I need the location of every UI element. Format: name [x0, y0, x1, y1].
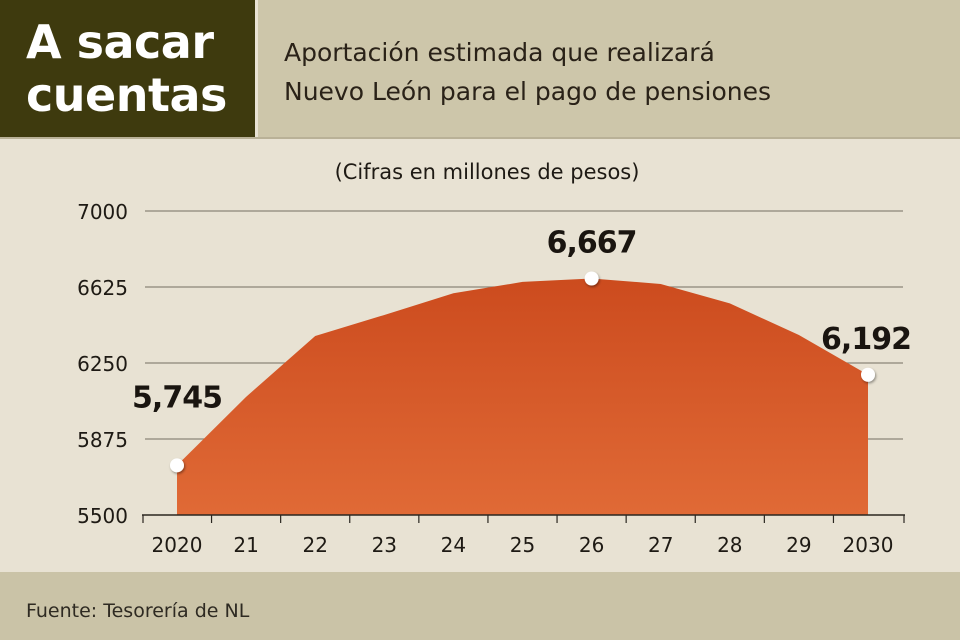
kicker-line-2: cuentas — [26, 68, 227, 122]
x-tick-label: 24 — [441, 533, 466, 557]
data-label: 6,667 — [547, 225, 637, 260]
x-tick-label: 28 — [717, 533, 742, 557]
x-tick-label: 22 — [302, 533, 327, 557]
x-tick-label: 27 — [648, 533, 673, 557]
x-tick-label: 29 — [786, 533, 811, 557]
source-note: Fuente: Tesorería de NL — [26, 600, 250, 622]
data-point-marker — [861, 367, 875, 382]
y-tick-label: 6250 — [77, 352, 128, 376]
x-tick-label: 2030 — [843, 533, 894, 557]
area-series — [177, 278, 868, 515]
title-box: Aportación estimada que realizará Nuevo … — [258, 0, 960, 137]
footer-band — [0, 572, 960, 640]
kicker-box: A sacar cuentas — [0, 0, 255, 137]
y-tick-label: 7000 — [77, 200, 128, 224]
kicker-line-1: A sacar — [26, 15, 214, 69]
header-divider — [0, 137, 960, 139]
data-label: 6,192 — [821, 322, 911, 357]
x-tick-label: 23 — [372, 533, 397, 557]
x-tick-label: 21 — [233, 533, 258, 557]
y-tick-label: 5875 — [77, 428, 128, 452]
data-point-marker — [584, 271, 599, 286]
x-tick-label: 25 — [510, 533, 535, 557]
data-point-marker — [170, 458, 184, 473]
x-tick-label: 2020 — [152, 533, 203, 557]
data-label: 5,745 — [132, 380, 222, 415]
title-line-1: Aportación estimada que realizará — [284, 38, 715, 67]
chart-subtitle: (Cifras en millones de pesos) — [334, 160, 640, 184]
title-line-2: Nuevo León para el pago de pensiones — [284, 77, 772, 106]
y-tick-label: 6625 — [77, 276, 128, 300]
y-tick-label: 5500 — [77, 504, 128, 528]
x-tick-label: 26 — [579, 533, 604, 557]
